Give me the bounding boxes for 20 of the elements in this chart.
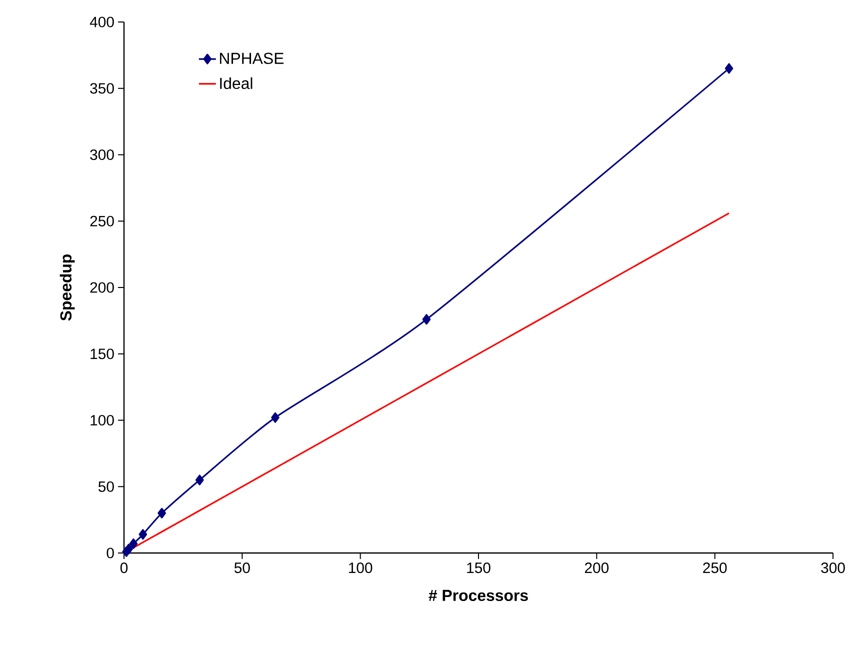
y-tick-label: 350	[90, 83, 114, 94]
y-tick-label: 300	[90, 149, 114, 160]
x-tick-label: 150	[467, 562, 490, 574]
y-tick-label: 200	[90, 282, 114, 293]
y-axis-title: Speedup	[60, 254, 75, 321]
x-axis-title: # Processors	[428, 590, 528, 602]
y-tick-label: 400	[90, 16, 114, 28]
x-tick-label: 250	[703, 562, 727, 574]
legend-label: Ideal	[220, 77, 252, 90]
x-tick-label: 300	[821, 562, 845, 574]
y-tick-label: 50	[98, 481, 114, 492]
y-tick-label: 100	[90, 414, 114, 426]
y-tick-label: 150	[90, 348, 114, 360]
y-tick-label: 0	[106, 548, 114, 558]
x-tick-label: 200	[584, 562, 609, 574]
x-tick-label: 0	[120, 562, 128, 574]
legend-label: NPHASE	[220, 52, 284, 64]
x-tick-label: 50	[234, 562, 250, 574]
x-tick-label: 100	[349, 562, 372, 574]
y-tick-label: 250	[90, 216, 114, 226]
